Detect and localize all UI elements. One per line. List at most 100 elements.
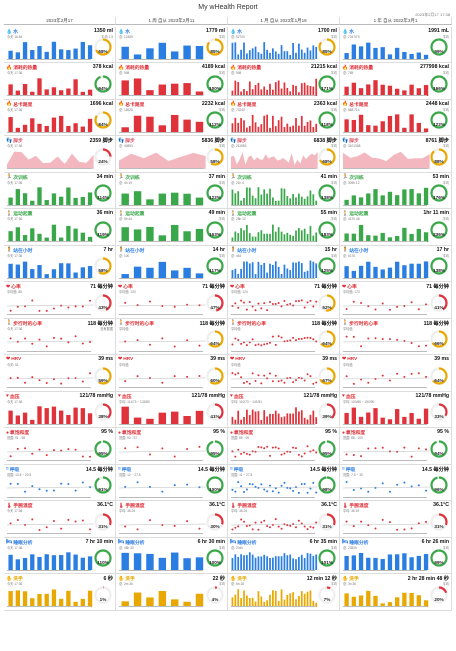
chart-baseline	[231, 58, 315, 60]
metric-value: 34 min	[96, 173, 113, 180]
metric-chart	[7, 371, 94, 385]
chart-bar	[266, 50, 268, 60]
chart-bar	[121, 227, 129, 242]
walking-heart-icon: 🚶	[6, 320, 13, 327]
chart-bar	[292, 262, 294, 279]
bed-icon: 🛏	[6, 539, 13, 546]
chart-bar	[373, 189, 378, 206]
gauge-percent: 64%	[322, 341, 332, 347]
oxygen-icon: ●	[118, 429, 122, 436]
walking-heart-icon: 🚶	[342, 320, 349, 327]
calorie-icon: 🔥	[6, 101, 13, 108]
metric-value: 95 %	[325, 429, 337, 436]
chart-bar	[257, 231, 260, 242]
metric-label-text: 心率	[235, 285, 245, 291]
chart-bar	[366, 557, 371, 571]
progress-gauge	[206, 148, 224, 166]
metric-cell-steps: 👣 脚步 总: 3101368 8761 脚步 平均 88%	[340, 136, 452, 173]
metric-label-text: 运动起重	[237, 212, 257, 218]
metric-chart	[7, 446, 94, 458]
metric-label-text: 步行时的心率	[125, 321, 155, 327]
chart-point	[257, 486, 260, 489]
bed-icon: 🛏	[118, 539, 125, 546]
chart-bar	[66, 187, 71, 206]
chart-bar	[312, 410, 315, 425]
chart-point	[31, 299, 34, 302]
chart-bar	[344, 556, 349, 571]
bp-icon: ♥	[230, 393, 233, 400]
chart-bar	[44, 89, 49, 96]
chart-point	[309, 299, 312, 302]
chart-bar	[8, 264, 13, 279]
chart-point	[38, 309, 41, 312]
chart-bar	[269, 263, 271, 279]
gauge-fill	[206, 148, 224, 166]
metric-label: ❤ 心率	[6, 283, 21, 291]
metric-value: 2448 kcal	[425, 100, 449, 107]
gauge-percent: 166%	[433, 85, 445, 91]
chart-bar	[240, 200, 242, 206]
chart-bar	[387, 116, 393, 133]
chart-bar	[312, 555, 315, 571]
gauge-fill	[430, 184, 448, 202]
chart-bar	[183, 601, 191, 607]
metric-chart	[231, 187, 318, 206]
chart-bar	[306, 233, 309, 242]
chart-baseline	[7, 277, 91, 279]
chart-bar	[254, 198, 257, 206]
chart-bar	[286, 51, 289, 60]
metric-chart	[8, 552, 93, 571]
chart-point	[360, 301, 363, 304]
chart-bar	[257, 411, 260, 425]
chart-point	[352, 382, 355, 385]
metric-subtext: 范围: 7.5 ~ 30	[343, 472, 363, 477]
metric-chart	[231, 151, 318, 169]
chart-point	[374, 377, 377, 380]
chart-point	[312, 526, 315, 529]
progress-gauge	[94, 148, 112, 166]
chart-baseline	[7, 387, 91, 388]
chart-bar	[234, 118, 237, 133]
chart-bar	[121, 552, 129, 571]
chart-bar	[234, 269, 237, 279]
metric-value: 5836 脚步	[201, 138, 225, 145]
metric-label: 🚶 步行时的心率	[118, 320, 154, 327]
chart-point	[234, 455, 237, 458]
progress-gauge	[94, 440, 112, 458]
metric-label-text: HRV	[11, 356, 22, 362]
chart-point	[89, 341, 92, 344]
metric-chart	[343, 481, 430, 493]
chart-bar	[300, 554, 303, 571]
chart-bar	[387, 192, 393, 206]
progress-gauge	[318, 476, 336, 494]
metric-chart	[231, 260, 318, 279]
chart-bar	[73, 79, 78, 96]
progress-gauge	[430, 440, 448, 458]
chart-point	[124, 446, 127, 449]
progress-gauge	[430, 476, 448, 494]
chart-bar	[170, 193, 179, 206]
gauge-fill	[206, 585, 224, 604]
progress-gauge	[94, 257, 112, 275]
chart-point	[173, 305, 176, 308]
metric-cell-steps_count: 🔥 总卡路里 总: 73240 2363 kcal 平均 118%	[228, 99, 340, 137]
drop-icon: 💧	[6, 28, 13, 35]
chart-bar	[231, 237, 234, 242]
chart-bar	[423, 84, 429, 96]
chart-point	[24, 446, 27, 449]
metric-label-text: 血压	[121, 394, 132, 400]
progress-gauge	[206, 585, 224, 604]
gauge-percent: 99%	[434, 49, 444, 55]
chart-point	[81, 519, 84, 522]
chart-bar	[8, 230, 13, 242]
chart-bar	[257, 262, 260, 279]
bp-icon: ♥	[118, 393, 121, 400]
chart-bar	[195, 122, 204, 133]
hrv-icon: ❤	[118, 356, 123, 363]
metric-secondary: 平均	[218, 144, 225, 149]
metric-label-text: 总卡路里	[125, 102, 145, 108]
chart-bar	[274, 590, 277, 607]
progress-gauge	[318, 148, 336, 166]
chart-trendline	[231, 450, 318, 452]
chart-bar	[344, 119, 349, 133]
